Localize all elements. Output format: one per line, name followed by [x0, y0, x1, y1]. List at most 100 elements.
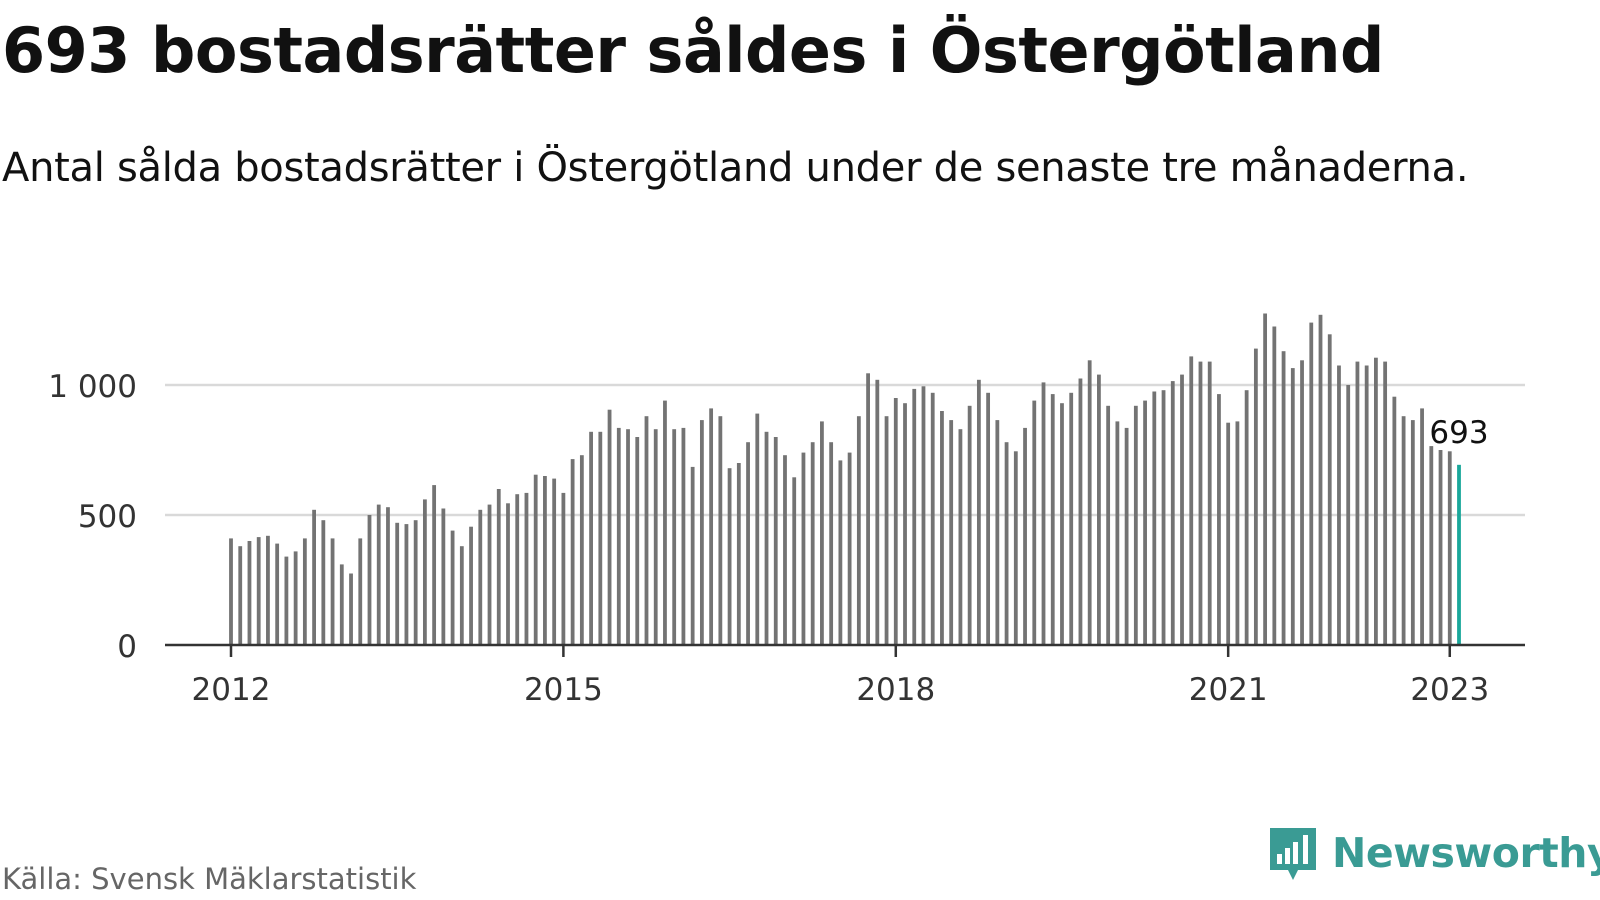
bar	[1383, 361, 1388, 645]
bar	[1143, 400, 1147, 645]
bar	[1420, 408, 1424, 645]
bar	[441, 508, 446, 645]
bar	[663, 400, 667, 645]
bar	[644, 416, 649, 645]
bar	[349, 573, 353, 645]
bar	[1115, 421, 1120, 645]
bar	[1060, 403, 1064, 645]
bar	[1041, 382, 1046, 645]
bar	[395, 522, 400, 645]
bar	[376, 504, 381, 645]
y-tick-label: 500	[78, 499, 137, 535]
bar	[930, 392, 935, 645]
x-tick-label: 2015	[524, 672, 603, 708]
bar	[903, 403, 907, 645]
gridlines	[165, 383, 1525, 517]
bar	[746, 442, 750, 645]
chart-title: 693 bostadsrätter såldes i Östergötland	[2, 14, 1384, 87]
bar	[1410, 420, 1415, 645]
bar	[718, 416, 723, 645]
bar	[1078, 378, 1083, 645]
bar	[690, 466, 695, 645]
bar	[1244, 390, 1249, 645]
bar	[1069, 392, 1074, 645]
bar	[1004, 442, 1009, 645]
bar	[293, 551, 298, 645]
bar	[940, 411, 944, 645]
bar	[1401, 416, 1406, 645]
bar	[579, 455, 584, 645]
x-tick-label: 2012	[192, 672, 271, 708]
bar	[321, 520, 326, 645]
bar	[736, 463, 741, 645]
bar	[976, 379, 981, 645]
bar	[1327, 334, 1332, 645]
bar	[1272, 326, 1277, 645]
bar	[1161, 390, 1166, 645]
bar	[1207, 361, 1212, 645]
bar	[1050, 394, 1055, 645]
bar	[810, 442, 815, 645]
bar	[570, 459, 575, 645]
bar	[884, 416, 889, 645]
bar	[949, 420, 954, 645]
highlight-bar	[1457, 464, 1461, 645]
bar	[875, 379, 880, 645]
chart-subtitle: Antal sålda bostadsrätter i Östergötland…	[2, 145, 1469, 191]
bar	[312, 509, 316, 645]
bar	[533, 474, 538, 645]
bar	[543, 476, 547, 645]
newsworthy-logo-icon	[1270, 828, 1316, 880]
source-note: Källa: Svensk Mäklarstatistik	[2, 862, 417, 896]
brand-logo: Newsworthy	[1268, 824, 1600, 882]
bar	[783, 455, 787, 645]
bar	[459, 546, 464, 645]
bar	[764, 431, 769, 645]
bar	[1226, 422, 1231, 645]
bar	[1106, 405, 1111, 645]
bar	[626, 429, 630, 645]
bar	[635, 437, 640, 645]
bar	[266, 535, 270, 645]
bar	[986, 392, 991, 645]
bar	[450, 530, 455, 645]
bar	[1447, 451, 1452, 645]
brand-name: Newsworthy	[1332, 829, 1600, 877]
bar	[1364, 365, 1369, 645]
bar	[829, 442, 834, 645]
bar	[506, 503, 510, 645]
bar	[1346, 385, 1351, 645]
bar	[432, 485, 437, 645]
bar	[727, 468, 732, 645]
bar	[1170, 381, 1175, 645]
bar	[524, 492, 529, 645]
bar	[1355, 361, 1360, 645]
bar	[1189, 356, 1194, 645]
x-tick-label: 2023	[1410, 672, 1489, 708]
bar	[515, 494, 520, 645]
y-tick-label: 0	[117, 629, 137, 665]
bars	[229, 313, 1461, 645]
axes	[165, 643, 1525, 657]
bar	[1309, 322, 1314, 645]
bar	[838, 460, 843, 645]
bar	[792, 477, 797, 645]
bar	[302, 538, 307, 645]
bar	[247, 541, 252, 645]
bar	[921, 386, 926, 645]
bar	[1281, 351, 1286, 645]
bar	[1217, 394, 1221, 645]
bar	[1235, 421, 1240, 645]
bar	[339, 564, 344, 645]
bar	[1300, 360, 1304, 645]
bar	[1290, 368, 1295, 645]
bar	[709, 408, 714, 645]
bar	[238, 546, 243, 645]
bar	[1023, 427, 1027, 645]
bar	[967, 405, 972, 645]
bar	[653, 429, 658, 645]
bar	[773, 437, 778, 645]
bar	[1253, 348, 1258, 645]
bar	[284, 556, 289, 645]
